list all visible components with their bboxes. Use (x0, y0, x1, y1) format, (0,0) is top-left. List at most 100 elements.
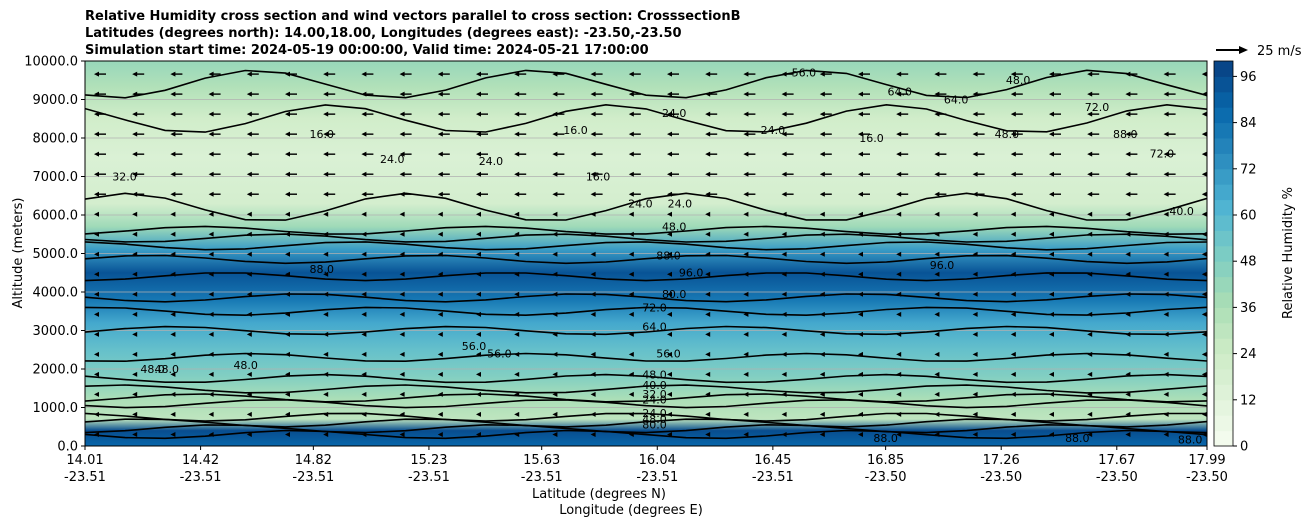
wind-vector-icon (781, 411, 787, 417)
wind-vector-icon (972, 91, 985, 97)
wind-vector-icon (437, 351, 443, 357)
wind-vector-icon (399, 371, 405, 377)
rh-contour-line (85, 103, 1207, 133)
wind-vector-icon (667, 391, 672, 397)
wind-vector-icon (667, 331, 672, 337)
wind-vector-icon (819, 351, 825, 357)
wind-vector-icon (514, 191, 527, 197)
contour-label: 24.0 (642, 407, 667, 420)
colorbar-label: Relative Humidity % (1281, 187, 1296, 319)
wind-vector-icon (361, 271, 367, 277)
wind-vector-icon (1087, 351, 1093, 357)
wind-vector-icon (132, 311, 138, 317)
wind-vector-icon (1087, 391, 1093, 397)
wind-vector-icon (476, 231, 481, 237)
wind-vector-icon (705, 231, 711, 237)
wind-vector-icon (323, 391, 329, 397)
wind-vector-icon (1163, 291, 1169, 297)
wind-vector-icon (743, 271, 749, 277)
x-tick-label-lon: -23.50 (1186, 470, 1228, 485)
wind-vector-icon (1201, 191, 1207, 197)
wind-vector-icon (361, 151, 374, 157)
wind-vector-icon (94, 391, 99, 397)
wind-vector-icon (819, 151, 832, 157)
contour-label: 32.0 (112, 170, 137, 183)
wind-vector-icon (1010, 191, 1023, 197)
wind-vector-icon (170, 111, 183, 117)
wind-vector-icon (1125, 211, 1131, 217)
wind-vector-icon (1201, 111, 1207, 117)
wind-vector-icon (361, 351, 367, 357)
x-tick-label-lon: -23.51 (752, 470, 794, 485)
wind-vector-icon (285, 311, 290, 317)
wind-vector-icon (934, 371, 940, 377)
wind-vector-icon (628, 431, 634, 437)
wind-vector-icon (781, 291, 787, 297)
colorbar-tick-label: 72 (1240, 162, 1257, 177)
wind-vector-icon (552, 131, 565, 137)
wind-vector-icon (1201, 291, 1207, 297)
colorbar-band (1214, 353, 1233, 370)
wind-vector-icon (323, 371, 329, 377)
wind-vector-icon (246, 91, 259, 97)
wind-vector-icon (437, 411, 443, 417)
wind-vector-icon (1163, 211, 1169, 217)
wind-vector-icon (94, 111, 106, 117)
wind-vector-icon (514, 71, 527, 77)
wind-vector-icon (246, 311, 252, 317)
contour-label: 96.0 (930, 259, 955, 272)
wind-vector-icon (552, 91, 565, 97)
contour-label: 40.0 (642, 379, 667, 392)
wind-vector-icon (246, 291, 252, 297)
wind-vector-icon (132, 331, 138, 337)
wind-vector-icon (819, 271, 825, 277)
wind-vector-icon (361, 251, 367, 257)
wind-vector-icon (1010, 431, 1016, 437)
colorbar-band (1214, 76, 1233, 93)
wind-vector-icon (170, 191, 183, 197)
wind-vector-icon (1049, 431, 1054, 437)
wind-vector-icon (246, 111, 259, 117)
colorbar-band (1214, 230, 1233, 247)
y-tick-label: 9000.0 (33, 93, 79, 108)
wind-vector-icon (972, 291, 978, 297)
wind-vector-icon (590, 391, 596, 397)
wind-vector-icon (246, 271, 252, 277)
wind-vector-icon (1087, 191, 1100, 197)
wind-vector-icon (1201, 271, 1207, 277)
wind-vector-icon (705, 351, 711, 357)
x-axis-label-latitude: Latitude (degrees N) (532, 487, 666, 502)
wind-vector-icon (781, 391, 787, 397)
wind-vector-icon (476, 291, 481, 297)
wind-vector-icon (972, 131, 985, 137)
wind-vector-icon (1010, 271, 1016, 277)
wind-vector-icon (1163, 411, 1169, 417)
y-tick-label: 1000.0 (33, 401, 79, 416)
wind-vector-icon (1125, 131, 1138, 137)
wind-vector-icon (705, 431, 711, 437)
wind-vector-icon (246, 371, 252, 377)
wind-vector-icon (437, 271, 443, 277)
wind-vector-icon (285, 411, 290, 417)
wind-key-label: 25 m/s (1257, 44, 1302, 59)
wind-vector-icon (1049, 171, 1061, 177)
wind-vector-icon (552, 371, 558, 377)
wind-vector-icon (1163, 311, 1169, 317)
wind-vector-icon (667, 371, 672, 377)
wind-vector-icon (743, 111, 756, 117)
wind-vector-icon (246, 191, 259, 197)
wind-vector-icon (972, 431, 978, 437)
wind-vector-icon (934, 431, 940, 437)
wind-vector-icon (514, 251, 520, 257)
wind-vector-icon (1163, 271, 1169, 277)
rh-contour-line (85, 272, 1207, 282)
wind-vector-icon (476, 331, 481, 337)
wind-vector-icon (132, 271, 138, 277)
wind-vector-icon (285, 171, 297, 177)
wind-vector-icon (285, 91, 297, 97)
wind-vector-icon (285, 371, 290, 377)
wind-vector-icon (323, 71, 336, 77)
wind-vector-icon (1049, 291, 1054, 297)
contour-label: 80.0 (662, 288, 687, 301)
wind-vector-icon (590, 131, 603, 137)
